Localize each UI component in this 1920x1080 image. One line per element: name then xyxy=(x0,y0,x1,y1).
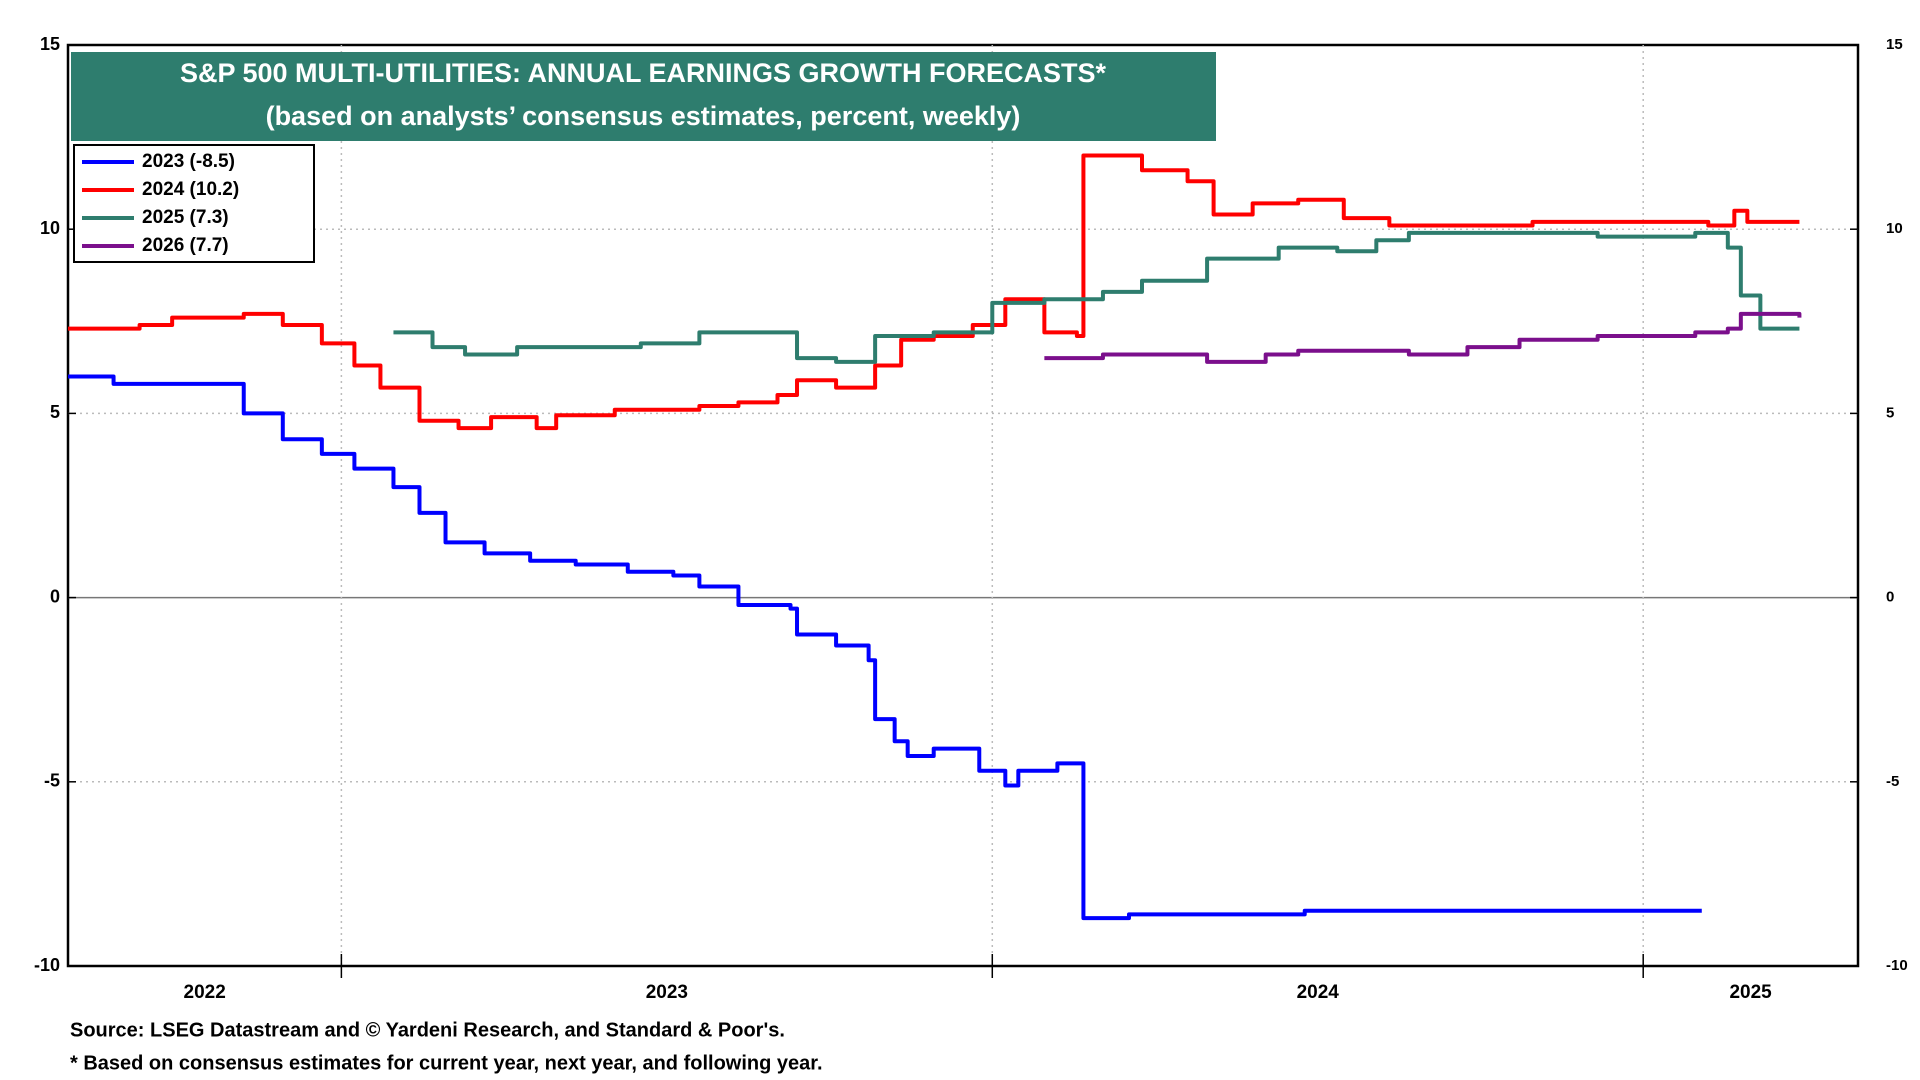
y-tick-label: -10 xyxy=(34,955,60,975)
title-box xyxy=(71,52,1216,141)
y2-tick-label: -5 xyxy=(1886,773,1899,790)
legend-label: 2025 (7.3) xyxy=(142,207,229,228)
x-tick-label: 2022 xyxy=(184,982,226,1003)
legend-items: 2023 (-8.5) 2024 (10.2) 2025 (7.3) 2026 (7.… xyxy=(82,151,239,256)
y2-tick-label: 5 xyxy=(1886,404,1894,421)
x-tick-label: 2023 xyxy=(646,982,688,1003)
legend-label: 2023 (-8.5) xyxy=(142,151,235,172)
series-line xyxy=(68,374,1702,921)
legend xyxy=(73,144,315,263)
note: * Based on consensus estimates for curre… xyxy=(70,1052,823,1074)
y-tick-label: 10 xyxy=(40,218,60,238)
legend-label: 2024 (10.2) xyxy=(142,179,239,200)
grid xyxy=(68,44,1858,978)
y-tick-label: 5 xyxy=(50,402,60,422)
x-tick-label: 2025 xyxy=(1729,982,1772,1003)
x-tick-label: 2024 xyxy=(1297,982,1340,1003)
series-line xyxy=(393,230,1800,364)
y-tick-label: 15 xyxy=(40,34,60,54)
series-line xyxy=(1044,311,1802,364)
y2-tick-label: 0 xyxy=(1886,589,1894,606)
y2-tick-label: -10 xyxy=(1886,957,1908,974)
y2-tick-label: 10 xyxy=(1886,220,1903,237)
y-tick-label: -5 xyxy=(44,771,60,791)
plot-frame xyxy=(66,43,1860,968)
chart-subtitle: (based on analysts’ consensus estimates,… xyxy=(266,101,1021,131)
series-line xyxy=(68,153,1800,431)
chart-title: S&P 500 MULTI-UTILITIES: ANNUAL EARNINGS… xyxy=(180,58,1107,88)
source: Source: LSEG Datastream and © Yardeni Re… xyxy=(70,1019,785,1041)
lines xyxy=(68,153,1802,921)
y-tick-label: 0 xyxy=(50,586,60,606)
legend-label: 2026 (7.7) xyxy=(142,235,229,256)
y2-tick-label: 15 xyxy=(1886,36,1903,53)
